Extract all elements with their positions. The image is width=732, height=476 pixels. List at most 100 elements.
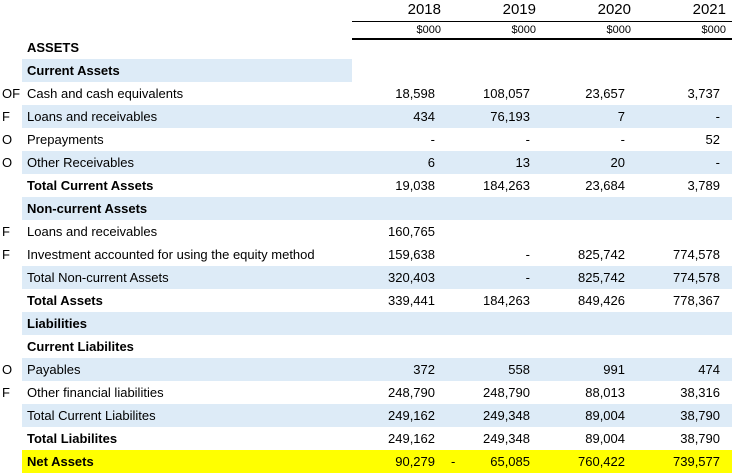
cell-value: 760,422 (578, 454, 625, 469)
row-shading (22, 59, 352, 82)
table-row: O Payables 372 558 991 474 (0, 358, 732, 381)
year-header: 2018 (407, 1, 441, 18)
cell-value: - (715, 155, 720, 170)
cell-value: 320,403 (388, 270, 435, 285)
row-shading (22, 105, 732, 128)
cell-value: 38,316 (680, 385, 720, 400)
row-label: Other financial liabilities (27, 385, 164, 400)
cell-value: - (525, 247, 530, 262)
row-label: Other Receivables (27, 155, 134, 170)
table-row: O Prepayments - - - 52 (0, 128, 732, 151)
cell-value: 249,162 (388, 408, 435, 423)
cell-value: 23,684 (585, 178, 625, 193)
row-label: Investment accounted for using the equit… (27, 247, 315, 262)
cell-value: 991 (603, 362, 625, 377)
cell-value: 89,004 (585, 431, 625, 446)
table-row: Total Current Liabilites 249,162 249,348 89… (0, 404, 732, 427)
cell-value: - (525, 270, 530, 285)
row-code: F (2, 247, 10, 262)
cell-value: 339,441 (388, 293, 435, 308)
table-row: Total Current Assets 19,038 184,263 23,684 3… (0, 174, 732, 197)
row-label: Liabilities (27, 316, 87, 331)
row-shading (22, 197, 732, 220)
cell-value: 6 (427, 155, 435, 170)
table-row: F Other financial liabilities 248,790 248,7… (0, 381, 732, 404)
cell-value: 372 (413, 362, 435, 377)
cell-value: 184,263 (483, 293, 530, 308)
table-row: Current Assets (0, 59, 732, 82)
cell-value: 20 (610, 155, 625, 170)
row-label: Loans and receivables (27, 224, 158, 239)
cell-value: 52 (705, 132, 720, 147)
cell-value: - (525, 132, 530, 147)
row-label: Total Liabilites (27, 431, 118, 446)
year-header: 2021 (692, 1, 726, 18)
row-label: Current Liabilites (27, 339, 134, 354)
cell-value: 774,578 (673, 270, 720, 285)
unit-header: $000 (511, 24, 536, 36)
cell-value: 825,742 (578, 270, 625, 285)
table-row: Net Assets 90,279 65,085 760,422 739,577 - (0, 450, 732, 473)
table-row: F Loans and receivables 434 76,193 7 - (0, 105, 732, 128)
year-header: 2020 (597, 1, 631, 18)
table-row: OF Cash and cash equivalents 18,598 108,057… (0, 82, 732, 105)
cell-value: - (620, 132, 625, 147)
cell-value: 160,765 (388, 224, 435, 239)
cell-value: 739,577 (673, 454, 720, 469)
row-label: Net Assets (27, 454, 94, 469)
row-label: Total Assets (27, 293, 103, 308)
cell-value: 88,013 (585, 385, 625, 400)
row-label: Total Non-current Assets (27, 270, 169, 285)
table-row: F Investment accounted for using the equi… (0, 243, 732, 266)
row-label: Loans and receivables (27, 109, 158, 124)
row-label: Current Assets (27, 63, 120, 78)
row-label: Cash and cash equivalents (27, 86, 184, 101)
table-row: Total Liabilites 249,162 249,348 89,004 38,7… (0, 427, 732, 450)
cell-value: 849,426 (578, 293, 625, 308)
cell-value: 558 (508, 362, 530, 377)
cell-value: 89,004 (585, 408, 625, 423)
cell-value: - (715, 109, 720, 124)
cell-value: 76,193 (490, 109, 530, 124)
row-shading (22, 358, 732, 381)
cell-value: 23,657 (585, 86, 625, 101)
cell-value: 825,742 (578, 247, 625, 262)
row-shading (22, 404, 732, 427)
row-label: Prepayments (27, 132, 104, 147)
cell-value: 248,790 (388, 385, 435, 400)
unit-header: $000 (701, 24, 726, 36)
cell-value: 184,263 (483, 178, 530, 193)
row-shading (22, 450, 732, 473)
row-label: ASSETS (27, 40, 80, 55)
table-row: Total Non-current Assets 320,403 - 825,742 7… (0, 266, 732, 289)
cell-extra: - (451, 454, 456, 469)
cell-value: 249,162 (388, 431, 435, 446)
unit-header: $000 (606, 24, 631, 36)
row-code: F (2, 224, 10, 239)
cell-value: 7 (617, 109, 625, 124)
row-code: O (2, 362, 13, 377)
row-code: O (2, 155, 13, 170)
header-rule (352, 21, 732, 22)
cell-value: 13 (515, 155, 530, 170)
cell-value: 90,279 (395, 454, 435, 469)
cell-value: 434 (413, 109, 435, 124)
cell-value: 38,790 (680, 431, 720, 446)
row-shading (22, 151, 732, 174)
row-code: F (2, 385, 10, 400)
row-label: Total Current Assets (27, 178, 154, 193)
cell-value: - (430, 132, 435, 147)
cell-value: 249,348 (483, 431, 530, 446)
cell-value: 249,348 (483, 408, 530, 423)
unit-header: $000 (416, 24, 441, 36)
table-row: Liabilities (0, 312, 732, 335)
table-row: Total Assets 339,441 184,263 849,426 778,367 (0, 289, 732, 312)
cell-value: 3,789 (687, 178, 720, 193)
table-row: Current Liabilites (0, 335, 732, 358)
cell-value: 38,790 (680, 408, 720, 423)
row-shading (22, 266, 732, 289)
row-code: F (2, 109, 10, 124)
row-label: Payables (27, 362, 81, 377)
cell-value: 248,790 (483, 385, 530, 400)
